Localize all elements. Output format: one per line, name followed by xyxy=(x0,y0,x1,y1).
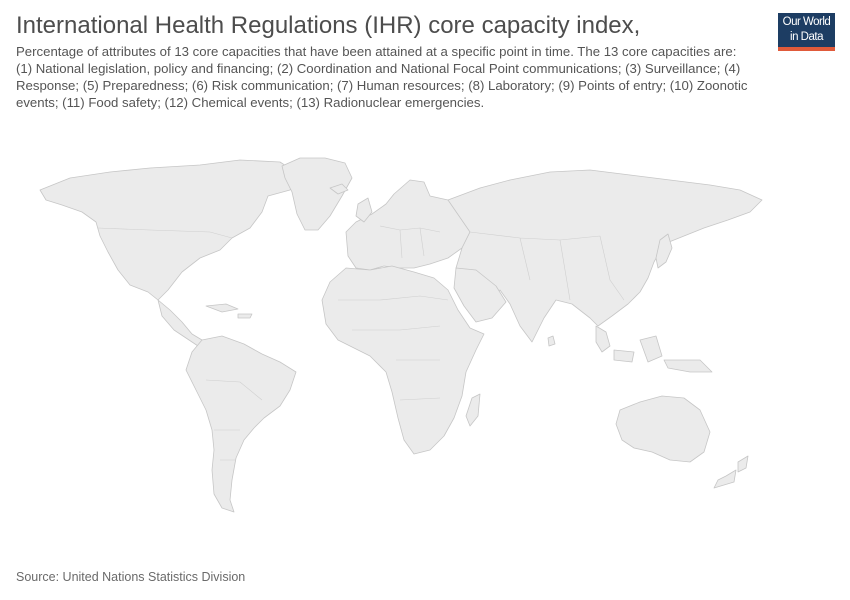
europe-borders xyxy=(379,225,441,259)
region-greenland[interactable] xyxy=(281,157,353,231)
us-canada-border xyxy=(97,227,233,239)
region-asia[interactable] xyxy=(447,169,763,343)
region-iceland[interactable] xyxy=(329,183,349,195)
asia-borders xyxy=(469,231,625,301)
region-new-zealand[interactable] xyxy=(713,455,749,489)
chart-title: International Health Regulations (IHR) c… xyxy=(16,12,641,39)
region-north-america[interactable] xyxy=(39,159,301,301)
region-sri-lanka[interactable] xyxy=(547,335,556,347)
region-europe[interactable] xyxy=(345,179,471,271)
region-southeast-asia[interactable] xyxy=(595,325,713,373)
region-south-america[interactable] xyxy=(185,335,297,513)
source-note: Source: United Nations Statistics Divisi… xyxy=(16,570,246,584)
chart-subtitle: Percentage of attributes of 13 core capa… xyxy=(16,44,748,110)
region-central-america[interactable] xyxy=(157,299,203,347)
region-uk-ireland[interactable] xyxy=(355,197,373,223)
africa-borders xyxy=(338,295,449,401)
region-australia[interactable] xyxy=(615,395,711,463)
region-japan[interactable] xyxy=(655,233,673,269)
region-madagascar[interactable] xyxy=(465,393,481,427)
region-arabia[interactable] xyxy=(453,267,507,323)
world-map[interactable] xyxy=(0,150,850,530)
south-america-borders xyxy=(205,379,263,461)
region-caribbean[interactable] xyxy=(205,303,253,319)
owid-logo[interactable]: Our World in Data xyxy=(778,13,835,51)
logo-line-1: Our World xyxy=(782,16,831,28)
logo-line-2: in Data xyxy=(790,31,823,43)
